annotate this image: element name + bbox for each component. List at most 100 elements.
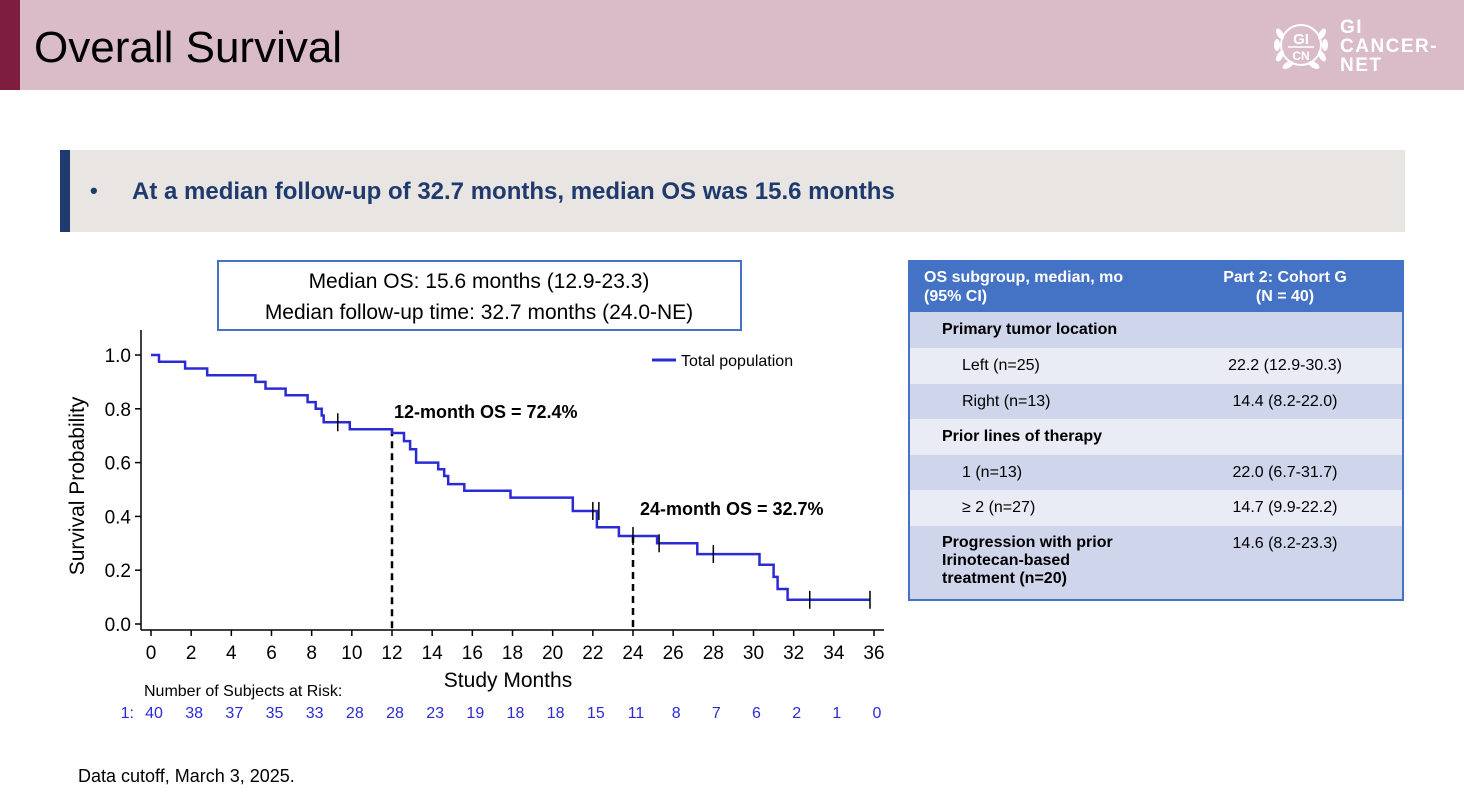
annotation-24-month: 24-month OS = 32.7% [640,499,824,519]
row-label: 1 (n=13) [962,464,1023,481]
y-tick-label: 0.8 [105,400,131,421]
logo-line-2: CANCER- [1340,36,1439,57]
x-tick-label: 32 [783,643,804,664]
x-tick-label: 18 [502,643,523,664]
logo-wordmark: GI CANCER- NET [1340,18,1438,75]
risk-count: 11 [628,705,645,722]
row-label: ≥ 2 (n=27) [962,499,1036,516]
row-label: Left (n=25) [962,357,1040,374]
row-value: 22.2 (12.9-30.3) [1228,357,1342,374]
row-value: 14.6 (8.2-23.3) [1232,535,1338,552]
row-label: Prior lines of therapy [942,428,1103,445]
median-os-box [217,260,742,331]
annotation-12-month: 12-month OS = 72.4% [394,402,578,422]
row-value [1168,312,1402,348]
x-tick-label: 16 [462,643,483,664]
table-header-cohort-line-1: Part 2: Cohort G [1223,269,1347,286]
table-row: Left (n=25) 22.2 (12.9-30.3) [910,348,1402,384]
risk-count: 38 [185,705,203,722]
row-label-line-1: Progression with prior [942,534,1113,551]
risk-count: 15 [587,705,605,722]
risk-count: 18 [547,705,565,722]
x-tick-label: 34 [823,643,845,664]
x-tick-label: 8 [306,643,317,664]
x-tick-label: 10 [341,643,362,664]
table-row: Primary tumor location [910,312,1402,348]
table-header-cohort: Part 2: Cohort G (N = 40) [1168,262,1402,312]
risk-count: 40 [145,705,163,722]
key-finding-accent-bar [60,150,70,232]
y-axis-title: Survival Probability [66,396,89,575]
laurel-badge-icon: GI CN [1274,24,1328,69]
table-header-subgroup: OS subgroup, median, mo (95% CI) [910,262,1168,312]
kaplan-meier-chart: Median OS: 15.6 months (12.9-23.3) Median… [66,260,885,722]
gi-cancer-net-logo: GI CN GI CANCER- NET [1268,12,1458,78]
key-finding-text: At a median follow-up of 32.7 months, me… [132,178,895,205]
row-label: Primary tumor location [942,321,1118,338]
x-tick-label: 36 [863,643,884,664]
risk-count: 19 [466,705,484,722]
page-title: Overall Survival [34,23,343,72]
row-label: Progression with prior Irinotecan-based … [910,526,1168,599]
x-tick-label: 30 [743,643,764,664]
risk-table-title: Number of Subjects at Risk: [144,683,342,700]
row-value: 14.7 (9.9-22.2) [1232,499,1338,516]
risk-count: 28 [386,705,404,722]
x-tick-label: 26 [663,643,684,664]
risk-count: 35 [266,705,284,722]
row-label-line-2: Irinotecan-based [942,552,1071,569]
x-tick-label: 2 [186,643,197,664]
os-subgroup-table: OS subgroup, median, mo (95% CI) Part 2:… [908,260,1404,601]
median-os-text: Median OS: 15.6 months (12.9-23.3) [309,270,650,293]
table-header-subgroup-line-2: (95% CI) [924,288,988,305]
logo-badge-bottom: CN [1292,49,1309,63]
x-tick-label: 24 [622,643,644,664]
row-label-line-3: treatment (n=20) [942,570,1067,587]
x-tick-label: 4 [226,643,237,664]
risk-count: 0 [873,705,882,722]
row-value: 14.4 (8.2-22.0) [1232,393,1338,410]
y-tick-label: 0.0 [105,615,131,636]
risk-table-row-label: 1: [121,705,134,722]
risk-count: 23 [426,705,444,722]
x-tick-label: 6 [266,643,277,664]
row-value [1168,419,1402,455]
risk-count: 7 [712,705,721,722]
risk-count: 6 [752,705,761,722]
risk-count: 28 [346,705,364,722]
y-tick-label: 0.6 [105,454,131,475]
risk-count: 1 [832,705,841,722]
title-bar: Overall Survival GI CN GI CANCER- NET [0,0,1464,90]
x-tick-label: 22 [582,643,603,664]
table-row: Progression with prior Irinotecan-based … [910,526,1402,599]
row-label: Right (n=13) [962,393,1051,410]
legend-label: Total population [681,353,793,370]
data-cutoff-note: Data cutoff, March 3, 2025. [78,766,295,786]
risk-count: 2 [792,705,801,722]
title-accent-bar [0,0,20,90]
key-finding-box: • At a median follow-up of 32.7 months, … [60,150,1405,232]
x-axis-title: Study Months [444,669,572,692]
table-row: 1 (n=13) 22.0 (6.7-31.7) [910,455,1402,490]
table-row: ≥ 2 (n=27) 14.7 (9.9-22.2) [910,490,1402,526]
logo-line-1: GI [1340,17,1364,38]
risk-count: 8 [672,705,681,722]
logo-badge-top: GI [1293,31,1309,48]
table-row: Prior lines of therapy [910,419,1402,455]
risk-count: 37 [225,705,243,722]
bullet-marker: • [90,178,98,203]
table-row: Right (n=13) 14.4 (8.2-22.0) [910,384,1402,419]
table-header-subgroup-line-1: OS subgroup, median, mo [924,269,1124,286]
y-tick-label: 0.4 [105,507,132,528]
table-header-cohort-line-2: (N = 40) [1255,288,1315,305]
logo-line-3: NET [1340,55,1383,76]
x-tick-label: 28 [703,643,724,664]
x-tick-label: 0 [146,643,157,664]
x-tick-label: 14 [422,643,444,664]
x-tick-label: 12 [381,643,402,664]
survival-curve [151,353,870,602]
risk-count: 33 [306,705,324,722]
table-header: OS subgroup, median, mo (95% CI) Part 2:… [910,262,1402,312]
y-tick-label: 0.2 [105,561,131,582]
row-value: 22.0 (6.7-31.7) [1232,464,1338,481]
